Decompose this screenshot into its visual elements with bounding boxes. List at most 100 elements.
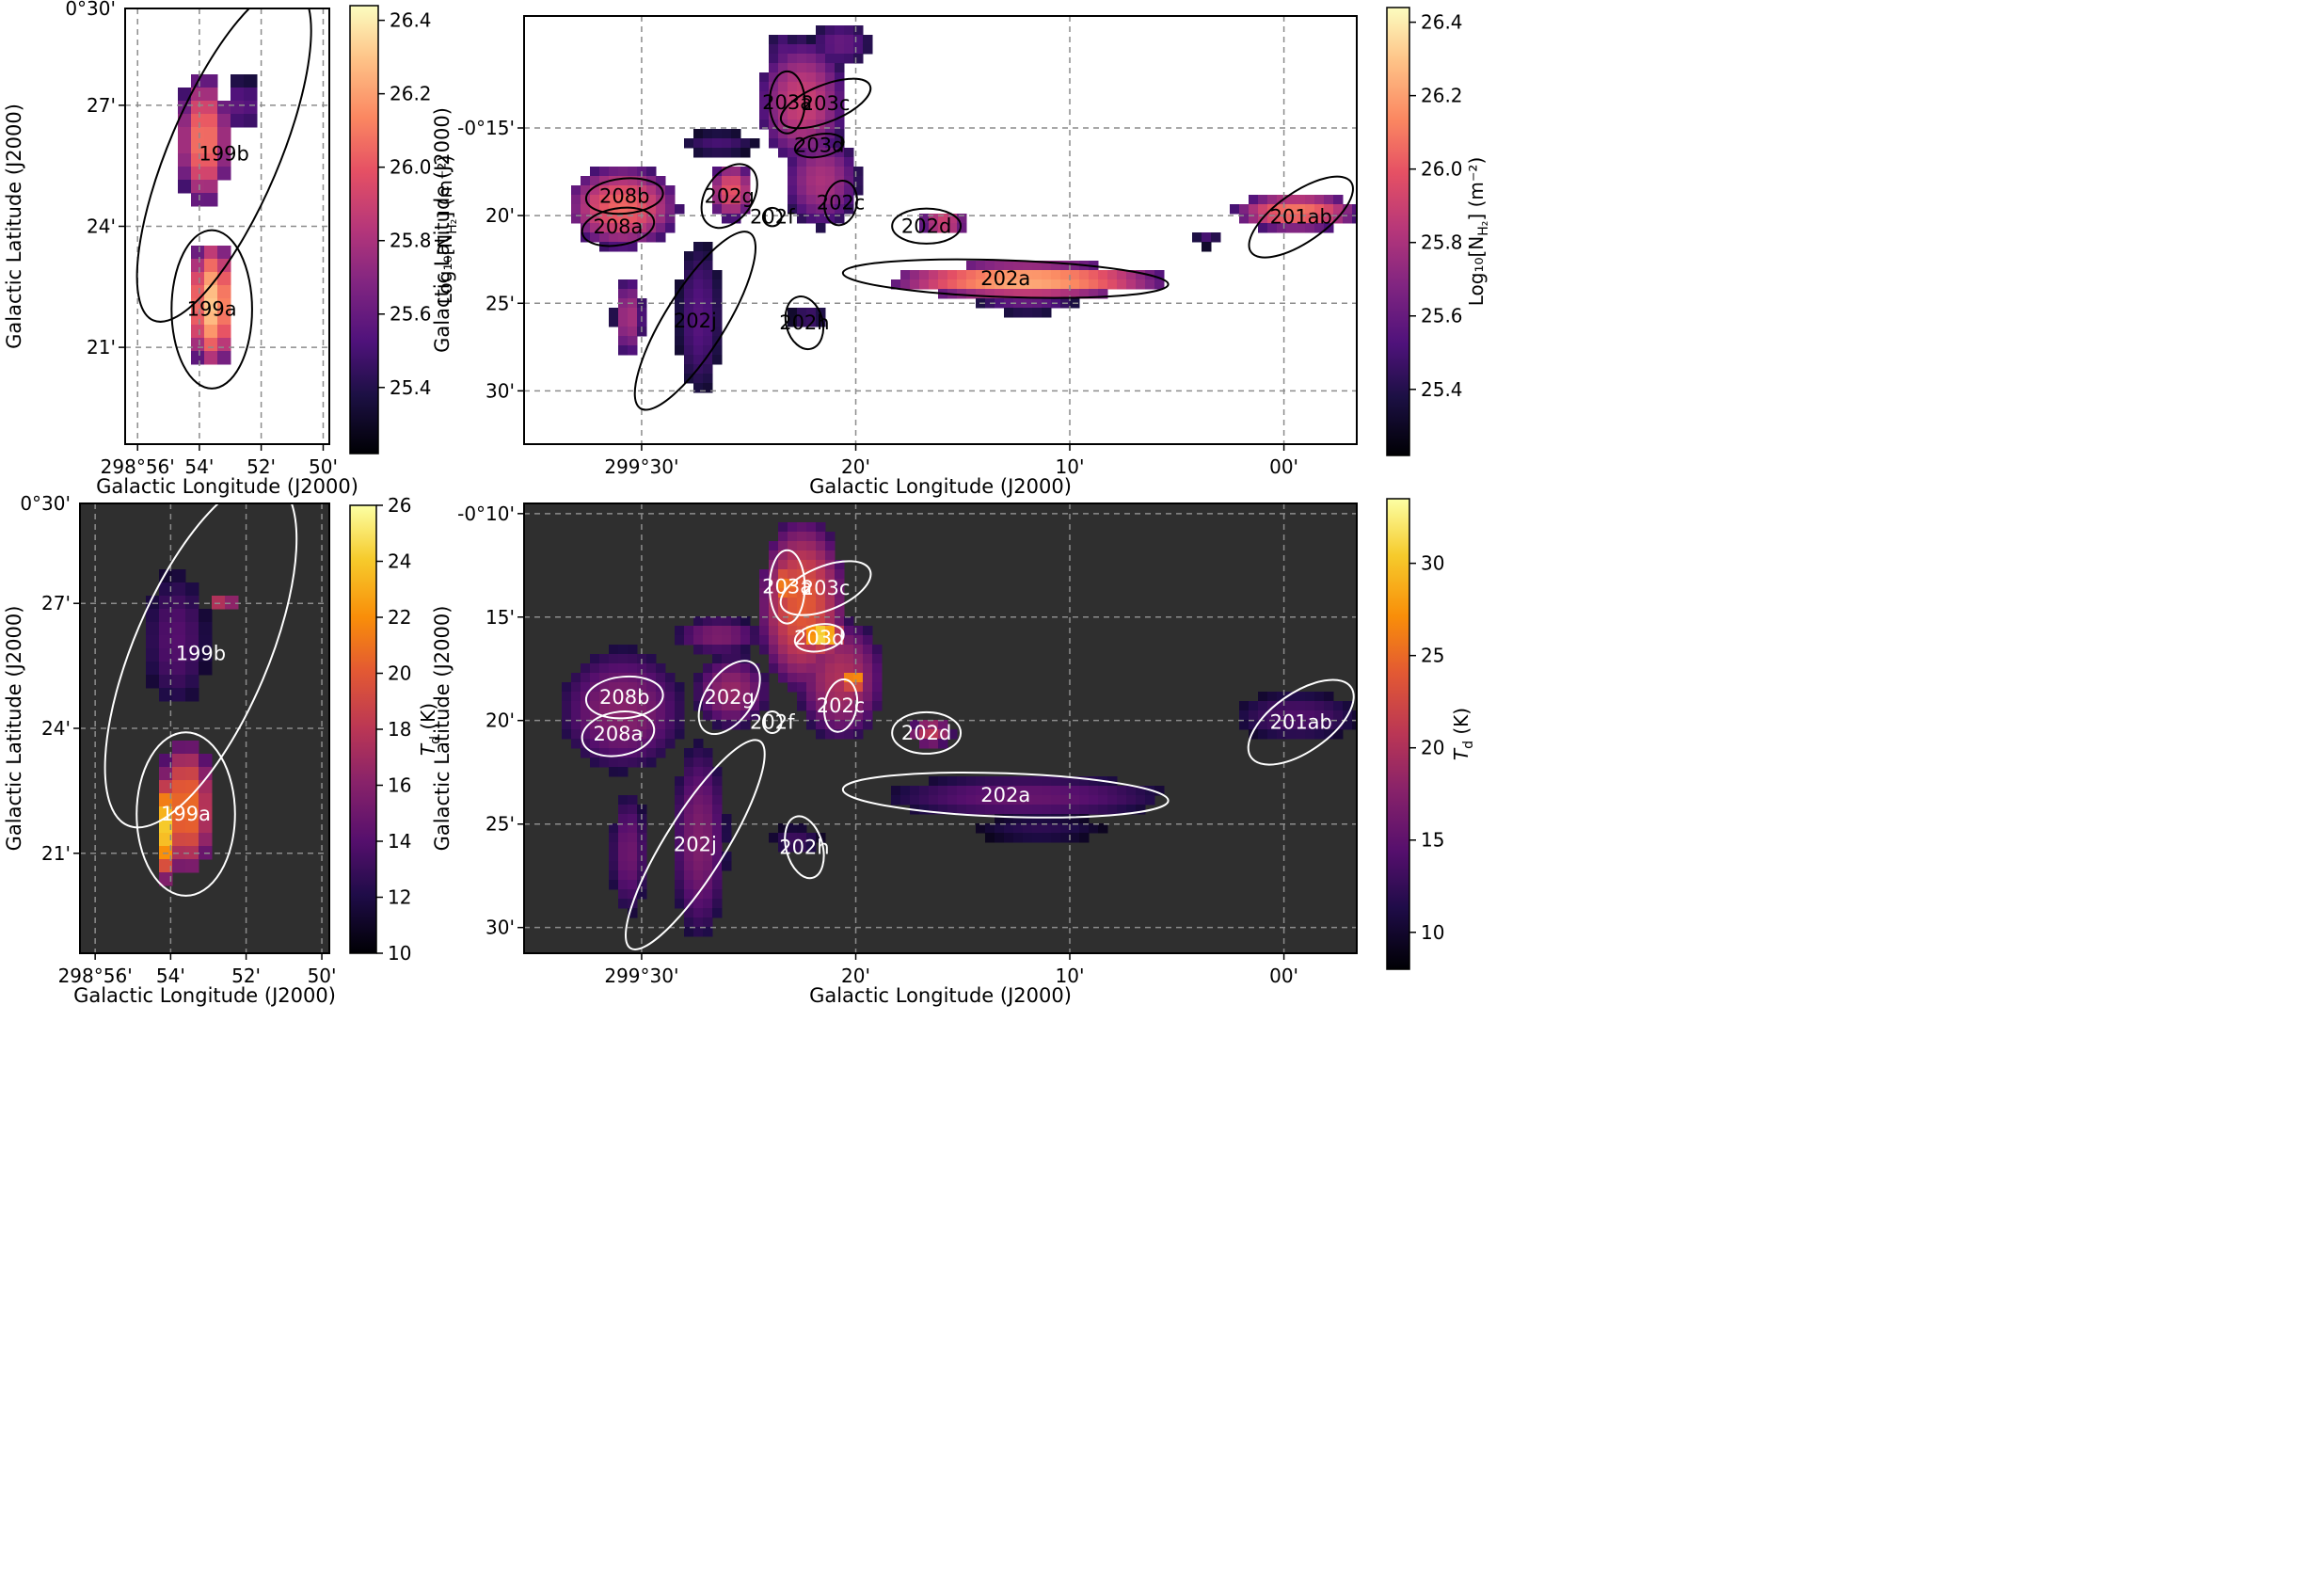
- heatmap-cell: [835, 710, 845, 721]
- heatmap-cell: [1004, 308, 1014, 318]
- heatmap-cell: [985, 823, 995, 834]
- y-tick-label: 25': [485, 813, 515, 836]
- heatmap-cell: [159, 662, 173, 676]
- heatmap-cell: [159, 820, 173, 834]
- heatmap-cell: [1042, 308, 1052, 318]
- heatmap-cell: [199, 806, 213, 821]
- heatmap-cell: [1098, 279, 1108, 290]
- heatmap-cell: [835, 701, 845, 711]
- heatmap-cell: [1060, 261, 1071, 271]
- heatmap-cell: [731, 701, 741, 711]
- x-tick-label: 10': [1056, 455, 1085, 478]
- heatmap-cell: [844, 692, 854, 702]
- heatmap-cell: [844, 44, 854, 55]
- heatmap-cell: [816, 157, 826, 167]
- heatmap-cell: [191, 311, 205, 326]
- heatmap-cell: [693, 823, 704, 834]
- heatmap-cell: [191, 140, 205, 154]
- heatmap-cell: [853, 692, 864, 702]
- heatmap-cell: [599, 214, 610, 224]
- colorbar: [1386, 7, 1410, 456]
- heatmap-cell: [1070, 814, 1080, 824]
- heatmap-cell: [740, 682, 751, 693]
- heatmap-cell: [1098, 786, 1108, 796]
- heatmap-cell: [844, 663, 854, 674]
- heatmap-cell: [1117, 786, 1127, 796]
- heatmap-cell: [684, 138, 694, 149]
- heatmap-cell: [929, 729, 939, 740]
- heatmap-cell: [750, 710, 760, 721]
- y-tick-label: -0°15': [457, 117, 515, 139]
- heatmap-cell: [825, 663, 836, 674]
- heatmap-cell: [675, 861, 685, 871]
- heatmap-cell: [1032, 298, 1043, 309]
- x-tick-label: 299°30': [604, 455, 678, 478]
- heatmap-cell: [590, 673, 600, 683]
- heatmap-cell: [571, 720, 581, 730]
- heatmap-cell: [712, 701, 723, 711]
- heatmap-cell: [146, 622, 160, 636]
- heatmap-cell: [806, 654, 817, 664]
- heatmap-cell: [571, 195, 581, 205]
- heatmap-cell: [712, 710, 723, 721]
- heatmap-cell: [835, 645, 845, 655]
- heatmap-cell: [1060, 289, 1071, 299]
- heatmap-cell: [1305, 720, 1315, 730]
- heatmap-cell: [853, 54, 864, 64]
- heatmap-cell: [806, 532, 817, 542]
- heatmap-cell: [722, 682, 732, 693]
- heatmap-cell: [656, 748, 666, 758]
- heatmap-cell: [675, 720, 685, 730]
- heatmap-cell: [835, 579, 845, 589]
- heatmap-cell: [740, 167, 751, 177]
- heatmap-cell: [759, 91, 770, 102]
- heatmap-cell: [835, 195, 845, 205]
- heatmap-cell: [740, 720, 751, 730]
- heatmap-cell: [618, 833, 629, 843]
- x-tick-label: 10': [1056, 965, 1085, 987]
- heatmap-cell: [995, 261, 1005, 271]
- heatmap-cell: [835, 635, 845, 646]
- heatmap-cell: [966, 786, 977, 796]
- heatmap-cell: [609, 167, 619, 177]
- heatmap-cell: [740, 195, 751, 205]
- heatmap-cell: [217, 351, 231, 365]
- heatmap-cell: [693, 148, 704, 158]
- heatmap-cell: [995, 786, 1005, 796]
- heatmap-cell: [703, 148, 713, 158]
- heatmap-cell: [1126, 805, 1137, 815]
- heatmap-cell: [1023, 795, 1033, 805]
- heatmap-cell: [656, 710, 666, 721]
- heatmap-cell: [863, 645, 873, 655]
- heatmap-cell: [693, 833, 704, 843]
- heatmap-cell: [844, 148, 854, 158]
- heatmap-cell: [684, 635, 694, 646]
- colorbar-tick-label: 25.6: [390, 303, 432, 326]
- heatmap-cell: [825, 616, 836, 627]
- heatmap-cell: [1051, 270, 1061, 280]
- heatmap-cell: [788, 645, 798, 655]
- heatmap-cell: [844, 701, 854, 711]
- heatmap-cell: [703, 279, 713, 290]
- heatmap-cell: [1324, 204, 1334, 215]
- heatmap-cell: [957, 805, 967, 815]
- heatmap-cell: [703, 327, 713, 337]
- x-tick-label: 54': [184, 455, 214, 478]
- heatmap-cell: [957, 786, 967, 796]
- heatmap-cell: [835, 185, 845, 196]
- heatmap-cell: [788, 541, 798, 551]
- heatmap-cell: [1267, 710, 1278, 721]
- heatmap-cell: [231, 74, 245, 88]
- heatmap-cell: [656, 701, 666, 711]
- heatmap-cell: [693, 289, 704, 299]
- heatmap-cell: [628, 739, 638, 749]
- heatmap-cell: [844, 654, 854, 664]
- heatmap-cell: [853, 701, 864, 711]
- heatmap-cell: [750, 692, 760, 702]
- colorbar-label: Td (K): [1450, 708, 1476, 760]
- heatmap-cell: [1032, 776, 1043, 787]
- heatmap-cell: [938, 279, 948, 290]
- heatmap-cell: [646, 185, 657, 196]
- heatmap-cell: [656, 739, 666, 749]
- heatmap-cell: [740, 148, 751, 158]
